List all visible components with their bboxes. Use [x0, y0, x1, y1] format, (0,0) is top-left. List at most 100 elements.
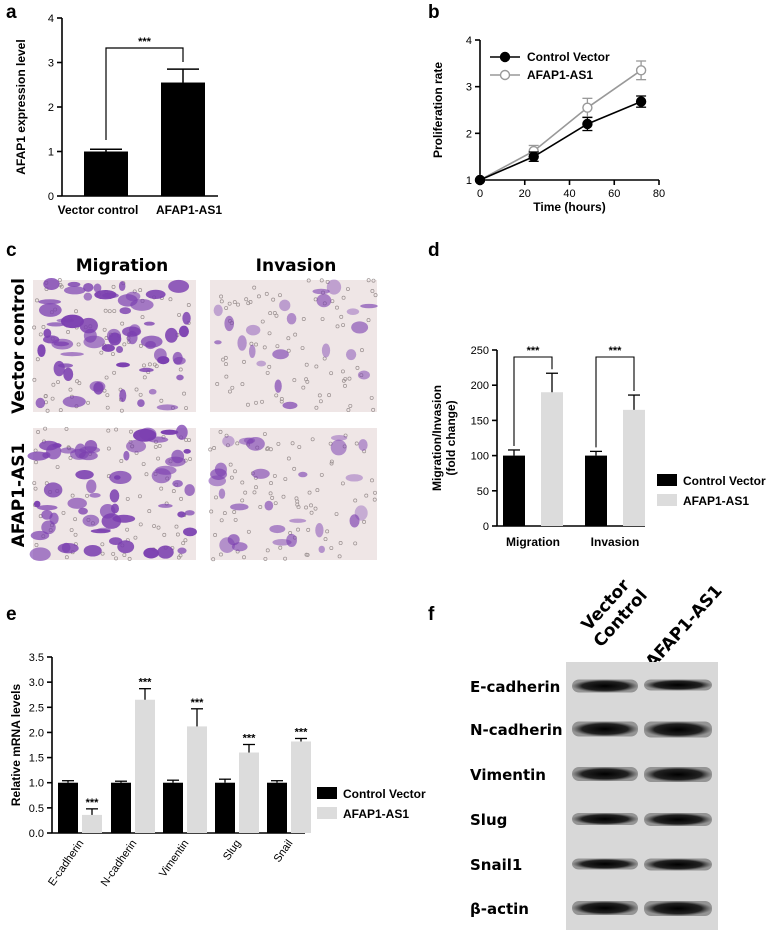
legend-label: Control Vector — [527, 50, 610, 64]
data-point — [528, 151, 539, 162]
significance-bracket — [595, 356, 635, 448]
legend-swatch — [657, 494, 677, 506]
membrane-pore — [301, 317, 306, 321]
membrane-pore — [230, 385, 235, 390]
stained-cell — [52, 443, 62, 448]
membrane-pore — [111, 284, 116, 289]
membrane-pore — [309, 503, 313, 508]
panel-label-c: c — [6, 240, 17, 261]
y-tick-label: 1 — [48, 147, 54, 159]
y-tick-label: 2.5 — [29, 702, 44, 714]
membrane-pore — [156, 525, 161, 530]
stained-cell — [177, 547, 187, 554]
y-tick-label: 3.5 — [29, 652, 44, 664]
membrane-pore — [35, 357, 40, 362]
stained-cell — [43, 482, 63, 498]
y-tick-label: 1.0 — [29, 778, 44, 790]
panel-c-row-afap: AFAP1-AS1 — [9, 443, 29, 548]
membrane-pore — [69, 528, 74, 533]
membrane-pore — [334, 512, 339, 516]
stained-cell — [251, 468, 270, 479]
membrane-pore — [179, 496, 184, 501]
membrane-pore — [232, 510, 237, 514]
stained-cell — [75, 469, 94, 480]
panel-c-row-vector: Vector control — [9, 278, 29, 414]
membrane-pore — [274, 393, 279, 398]
stained-cell — [286, 312, 297, 325]
membrane-pore — [153, 444, 158, 449]
membrane-pore — [281, 494, 286, 499]
membrane-pore — [339, 314, 344, 319]
membrane-pore — [112, 309, 117, 313]
membrane-pore — [262, 345, 267, 350]
membrane-pore — [142, 375, 147, 380]
membrane-pore — [279, 399, 284, 404]
membrane-pore — [222, 511, 227, 516]
x-tick-label: Snail — [272, 838, 296, 865]
bar — [163, 782, 183, 833]
membrane-pore — [106, 446, 111, 451]
membrane-pore — [322, 356, 327, 361]
membrane-pore — [56, 380, 60, 384]
membrane-pore — [297, 445, 302, 450]
membrane-pore — [275, 344, 280, 349]
membrane-pore — [227, 301, 232, 306]
band-label: Vimentin — [470, 766, 546, 784]
y-tick-label: 2 — [466, 128, 472, 140]
membrane-pore — [267, 331, 272, 336]
stained-cell — [230, 503, 249, 511]
stained-cell — [106, 328, 121, 344]
stained-cell — [53, 341, 70, 347]
membrane-pore — [314, 405, 319, 410]
stained-cell — [243, 437, 256, 444]
significance-label: *** — [138, 36, 152, 48]
membrane-pore — [371, 278, 376, 283]
membrane-pore — [276, 441, 281, 446]
membrane-pore — [162, 532, 167, 537]
membrane-pore — [268, 491, 273, 496]
y-tick-label: 2.0 — [29, 727, 44, 739]
membrane-pore — [337, 554, 342, 559]
stained-cell — [148, 388, 157, 395]
membrane-pore — [256, 294, 261, 299]
membrane-pore — [100, 542, 105, 547]
stained-cell — [282, 401, 298, 410]
membrane-pore — [152, 524, 157, 529]
stained-cell — [79, 317, 98, 334]
y-axis-label: AFAP1 expression level — [14, 39, 28, 174]
bar — [503, 455, 525, 526]
stained-cell — [168, 279, 190, 293]
stained-cell — [349, 514, 360, 528]
bar — [84, 151, 128, 196]
stained-cell — [213, 304, 223, 317]
membrane-pore — [320, 317, 325, 322]
stained-cell — [360, 303, 378, 309]
membrane-pore — [292, 466, 297, 471]
membrane-pore — [68, 387, 73, 392]
membrane-pore — [244, 297, 249, 302]
stained-cell — [345, 349, 357, 361]
membrane-pore — [107, 309, 112, 314]
stained-cell — [184, 484, 195, 496]
stained-cell — [218, 488, 226, 499]
membrane-pore — [64, 426, 69, 431]
membrane-pore — [112, 370, 117, 375]
membrane-pore — [327, 393, 332, 398]
membrane-pore — [209, 509, 214, 514]
membrane-pore — [119, 459, 124, 463]
legend-swatch — [317, 807, 337, 819]
membrane-pore — [338, 540, 343, 545]
membrane-pore — [265, 447, 270, 452]
membrane-pore — [319, 278, 324, 283]
membrane-pore — [348, 403, 353, 408]
membrane-pore — [219, 299, 224, 304]
membrane-pore — [370, 478, 374, 483]
membrane-pore — [147, 509, 152, 514]
membrane-pore — [224, 374, 229, 379]
legend-label: Control Vector — [343, 787, 426, 801]
stained-cell — [39, 303, 62, 317]
y-tick-label: 4 — [48, 13, 54, 25]
membrane-pore — [74, 309, 78, 314]
membrane-pore — [325, 529, 330, 534]
significance-label: *** — [527, 345, 541, 357]
